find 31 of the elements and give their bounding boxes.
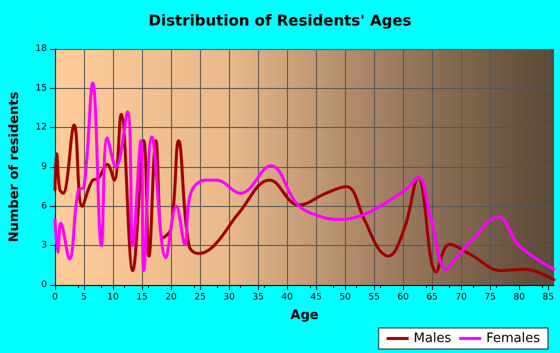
x-tick-label: 80: [513, 292, 526, 302]
x-tick-label: 30: [223, 292, 236, 302]
x-tick-label: 50: [339, 292, 352, 302]
x-tick-label: 65: [426, 292, 438, 302]
x-tick-label: 35: [252, 292, 264, 302]
y-tick-label: 0: [41, 280, 48, 290]
x-tick-label: 70: [455, 292, 468, 302]
y-tick-label: 15: [36, 83, 47, 94]
legend-label: Females: [486, 331, 540, 346]
x-tick-label: 5: [81, 292, 87, 302]
x-tick-label: 60: [397, 292, 410, 302]
chart-title: Distribution of Residents' Ages: [148, 12, 412, 30]
line-series: [54, 82, 556, 272]
x-tick-label: 75: [484, 292, 496, 302]
x-tick-label: 10: [107, 292, 120, 302]
x-tick-label: 0: [52, 292, 58, 302]
x-tick-label: 25: [194, 292, 206, 302]
legend-label: Males: [414, 331, 452, 346]
y-tick-label: 6: [41, 201, 48, 212]
x-tick-label: 85: [542, 292, 554, 302]
y-tick-label: 12: [36, 122, 47, 133]
y-axis-title: Number of residents: [7, 91, 22, 242]
y-tick-label: 3: [41, 240, 47, 251]
x-tick-label: 45: [310, 292, 322, 302]
x-axis-title: Age: [290, 308, 319, 323]
x-tick-label: 20: [165, 292, 178, 302]
y-tick-label: 9: [41, 162, 48, 172]
y-tick-label: 18: [36, 44, 48, 54]
x-tick-label: 15: [136, 292, 148, 302]
x-tick-label: 40: [281, 292, 294, 302]
x-tick-label: 55: [368, 292, 380, 302]
